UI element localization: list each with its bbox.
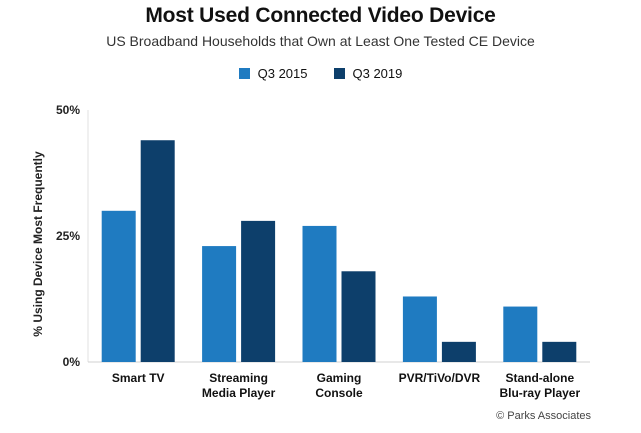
- chart-title: Most Used Connected Video Device: [145, 4, 496, 27]
- x-tick-label: Streaming Media Player: [202, 371, 276, 400]
- legend: Q3 2015 Q3 2019: [0, 66, 641, 81]
- bar-series-2: [341, 271, 376, 362]
- bar-series-2: [542, 341, 577, 362]
- legend-swatch-series-1: [238, 68, 250, 79]
- bar-series-2: [140, 140, 175, 362]
- bar-series-1: [302, 225, 337, 362]
- source-credit: © Parks Associates: [496, 410, 591, 422]
- bar-series-1: [101, 210, 136, 362]
- x-tick-label: Stand-alone Blu-ray Player: [499, 371, 580, 400]
- y-tick-label: 0%: [63, 355, 81, 369]
- bar-series-2: [441, 341, 476, 362]
- y-axis-title: % Using Device Most Frequently: [31, 151, 45, 337]
- bar-series-1: [503, 306, 538, 362]
- legend-swatch-series-2: [333, 68, 345, 79]
- y-tick-label: 50%: [56, 103, 80, 117]
- x-tick-label: Gaming Console: [315, 371, 363, 400]
- y-tick-label: 25%: [56, 229, 80, 243]
- legend-label-series-1: Q3 2015: [257, 66, 308, 81]
- chart-subtitle: US Broadband Households that Own at Leas…: [106, 33, 535, 49]
- legend-item-series-1: Q3 2015: [238, 66, 308, 81]
- legend-item-series-2: Q3 2019: [333, 66, 403, 81]
- bar-series-1: [402, 296, 437, 362]
- x-tick-label: Smart TV: [112, 371, 165, 385]
- bar-series-1: [202, 246, 237, 362]
- legend-label-series-2: Q3 2019: [352, 66, 403, 81]
- x-tick-label: PVR/TiVo/DVR: [399, 371, 481, 385]
- bar-series-2: [241, 220, 276, 362]
